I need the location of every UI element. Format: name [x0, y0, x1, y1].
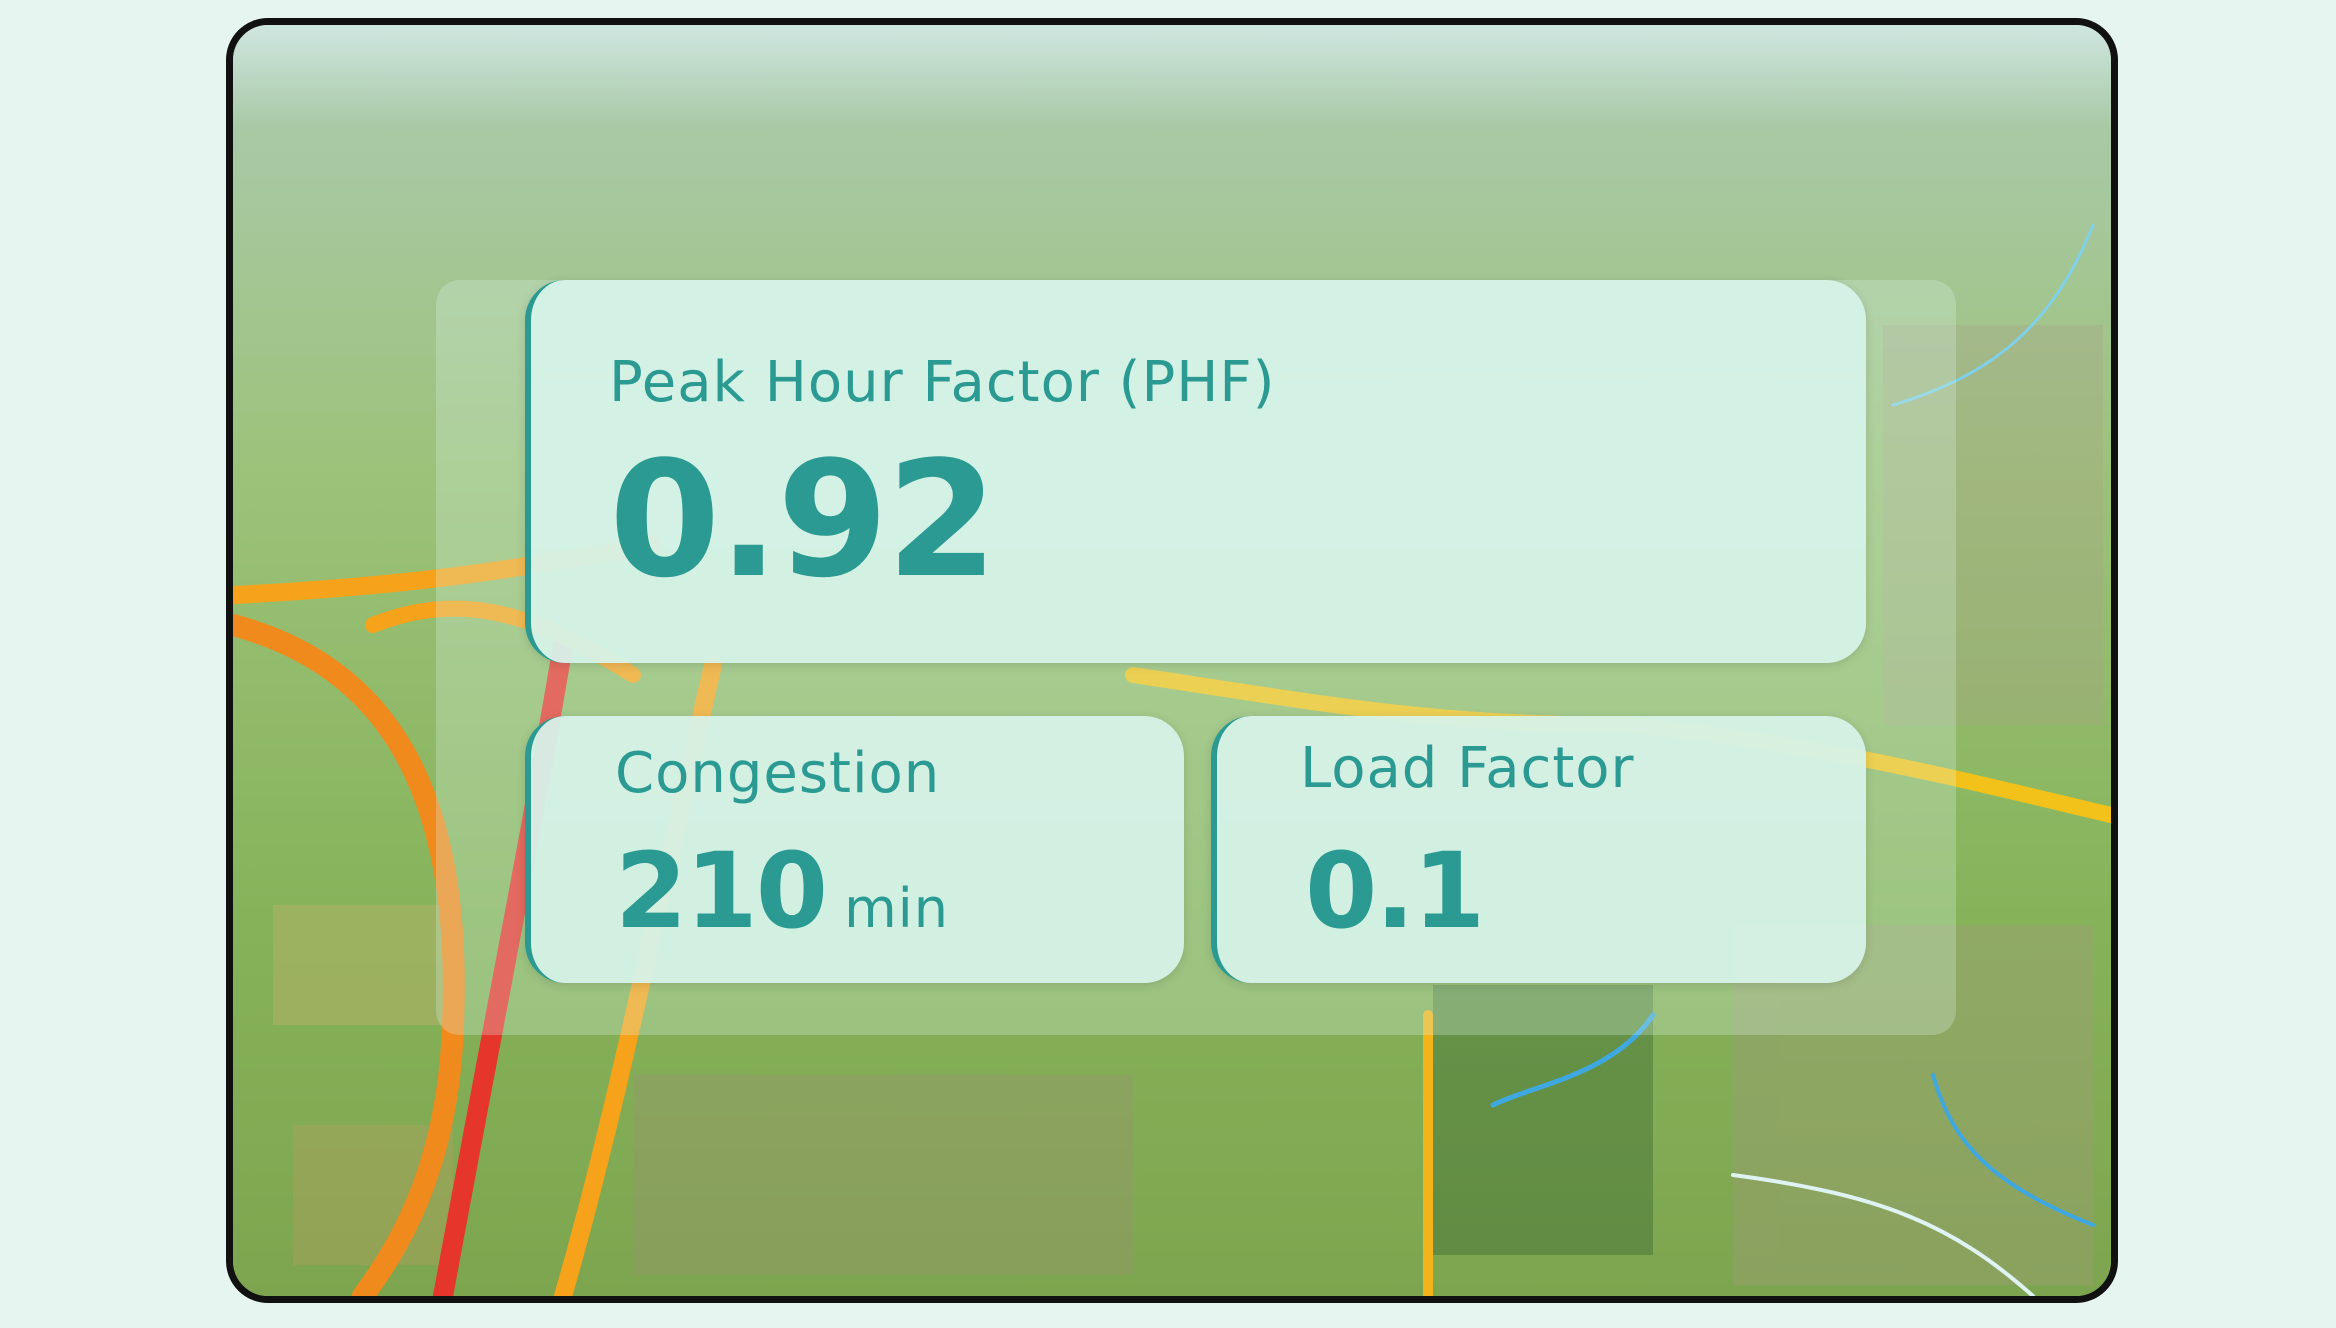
phf-card: Peak Hour Factor (PHF) 0.92: [525, 280, 1866, 663]
load-factor-value: 0.1: [1305, 830, 1485, 952]
phf-label: Peak Hour Factor (PHF): [609, 350, 1276, 415]
congestion-value: 210: [615, 830, 828, 952]
phf-value: 0.92: [609, 426, 998, 613]
congestion-label: Congestion: [615, 741, 941, 806]
load-factor-label: Load Factor: [1300, 736, 1635, 801]
congestion-unit: min: [844, 877, 949, 940]
image-frame: Peak Hour Factor (PHF) 0.92 Congestion 2…: [226, 18, 2118, 1303]
field-patches: [273, 325, 2103, 1285]
load-factor-card: Load Factor 0.1: [1211, 716, 1866, 983]
congestion-card: Congestion 210 min: [525, 716, 1184, 983]
congestion-value-row: 210 min: [615, 836, 949, 964]
